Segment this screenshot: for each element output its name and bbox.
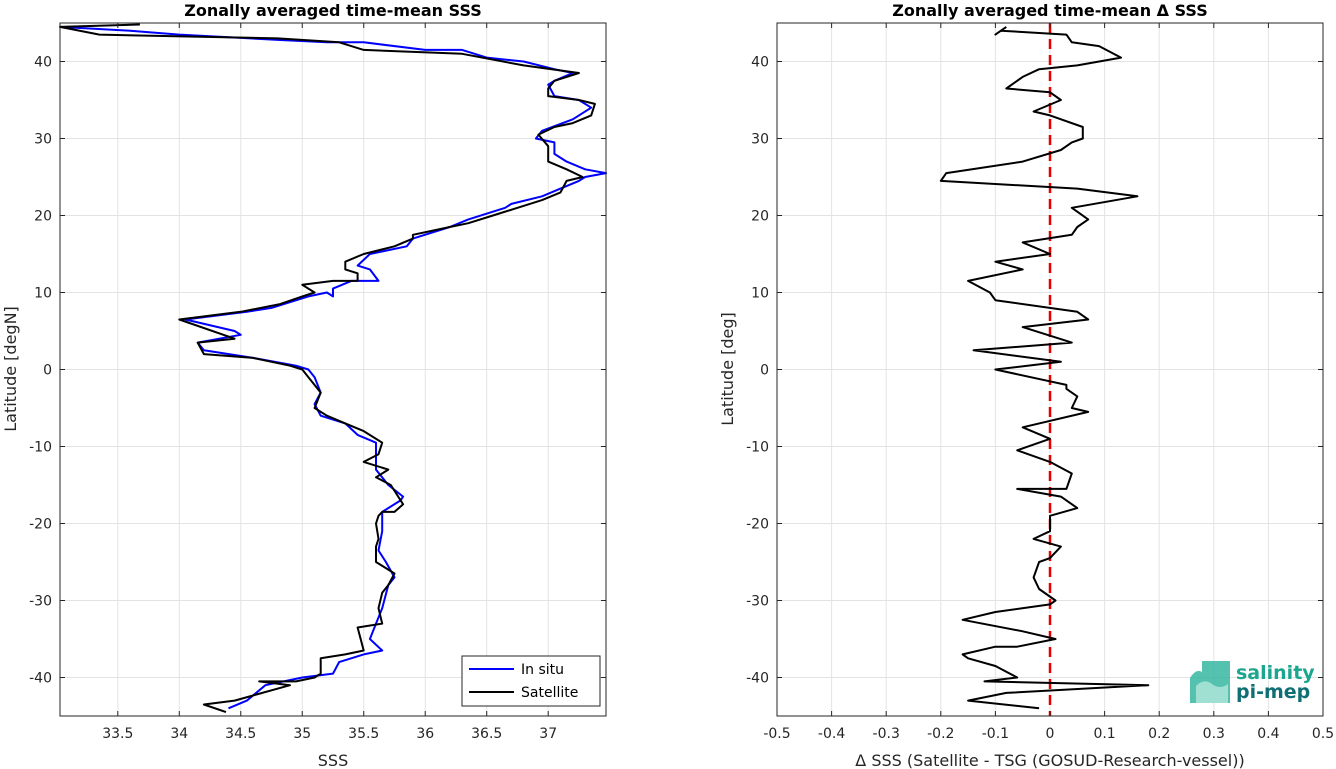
- x-tick-label: 35.5: [348, 726, 379, 742]
- tick-marks: 33.5 34 34.5 35 35.5 36 36.5 37 -40 -30 -20 -10 0 10 2…: [29, 23, 606, 742]
- series-lines: [939, 23, 1150, 716]
- x-tick-label: 0.4: [1257, 726, 1279, 742]
- x-tick-label: 0.2: [1148, 726, 1170, 742]
- y-tick-label: -30: [29, 594, 52, 610]
- y-tick-label: -20: [29, 517, 52, 533]
- x-tick-label: 36: [416, 726, 434, 742]
- series-line-series-0: [939, 26, 1150, 710]
- salinity-pi-mep-logo: salinity pi-mep: [1190, 661, 1315, 703]
- y-axis-label: Latitude [degN]: [1, 306, 20, 432]
- chart-title: Zonally averaged time-mean Δ SSS: [892, 1, 1208, 20]
- y-tick-label: 20: [34, 209, 52, 225]
- y-tick-label: 40: [751, 55, 769, 71]
- y-tick-label: 30: [751, 132, 769, 148]
- logo-text-pi-mep: pi-mep: [1236, 681, 1310, 703]
- series-line-satellite: [59, 23, 596, 714]
- y-tick-label: 0: [43, 363, 52, 379]
- y-tick-label: 0: [760, 363, 769, 379]
- x-tick-label: -0.5: [763, 726, 790, 742]
- x-tick-label: 0.1: [1093, 726, 1115, 742]
- x-tick-label: -0.2: [927, 726, 954, 742]
- y-tick-label: -10: [746, 440, 769, 456]
- y-tick-label: -20: [746, 517, 769, 533]
- sss-profile-panel: 33.5 34 34.5 35 35.5 36 36.5 37 -40 -30 -20 -10 0 10 2…: [1, 1, 607, 769]
- y-tick-label: 20: [751, 209, 769, 225]
- logo-wave-graphic-shade: [1196, 681, 1228, 703]
- y-tick-label: 10: [751, 286, 769, 302]
- y-tick-label: 40: [34, 55, 52, 71]
- tick-marks: -0.5 -0.4 -0.3 -0.2 -0.1 0 0.1 0.2 0.3 0.4 0.5 -40 -…: [746, 23, 1334, 742]
- logo-text-salinity: salinity: [1236, 662, 1315, 684]
- series-lines: [59, 23, 607, 714]
- y-tick-label: 10: [34, 286, 52, 302]
- x-tick-label: 0.3: [1203, 726, 1225, 742]
- x-tick-label: 33.5: [102, 726, 133, 742]
- x-axis-label: Δ SSS (Satellite - TSG (GOSUD-Research-v…: [855, 751, 1244, 769]
- y-tick-label: -40: [29, 671, 52, 687]
- y-tick-label: -30: [746, 594, 769, 610]
- x-tick-label: 0.5: [1312, 726, 1334, 742]
- x-tick-label: -0.4: [818, 726, 845, 742]
- x-tick-label: 37: [539, 726, 557, 742]
- chart-title: Zonally averaged time-mean SSS: [184, 1, 482, 20]
- legend-label-in-situ: In situ: [521, 662, 564, 678]
- y-tick-label: 30: [34, 132, 52, 148]
- delta-sss-profile-panel: -0.5 -0.4 -0.3 -0.2 -0.1 0 0.1 0.2 0.3 0.4 0.5 -40 -…: [718, 1, 1334, 769]
- x-tick-label: -0.3: [873, 726, 900, 742]
- legend: In situ Satellite: [461, 655, 601, 707]
- grid-lines: [60, 23, 606, 716]
- x-axis-label: SSS: [318, 751, 348, 769]
- x-tick-label: 0: [1046, 726, 1055, 742]
- y-tick-label: -40: [746, 671, 769, 687]
- y-axis-label: Latitude [deg]: [718, 312, 737, 426]
- x-tick-label: 35: [293, 726, 311, 742]
- legend-label-satellite: Satellite: [521, 685, 578, 701]
- x-tick-label: 36.5: [471, 726, 502, 742]
- x-tick-label: -0.1: [982, 726, 1009, 742]
- x-tick-label: 34: [170, 726, 188, 742]
- series-line-in-situ: [59, 25, 607, 710]
- legend-box: [461, 655, 601, 707]
- y-tick-label: -10: [29, 440, 52, 456]
- x-tick-label: 34.5: [225, 726, 256, 742]
